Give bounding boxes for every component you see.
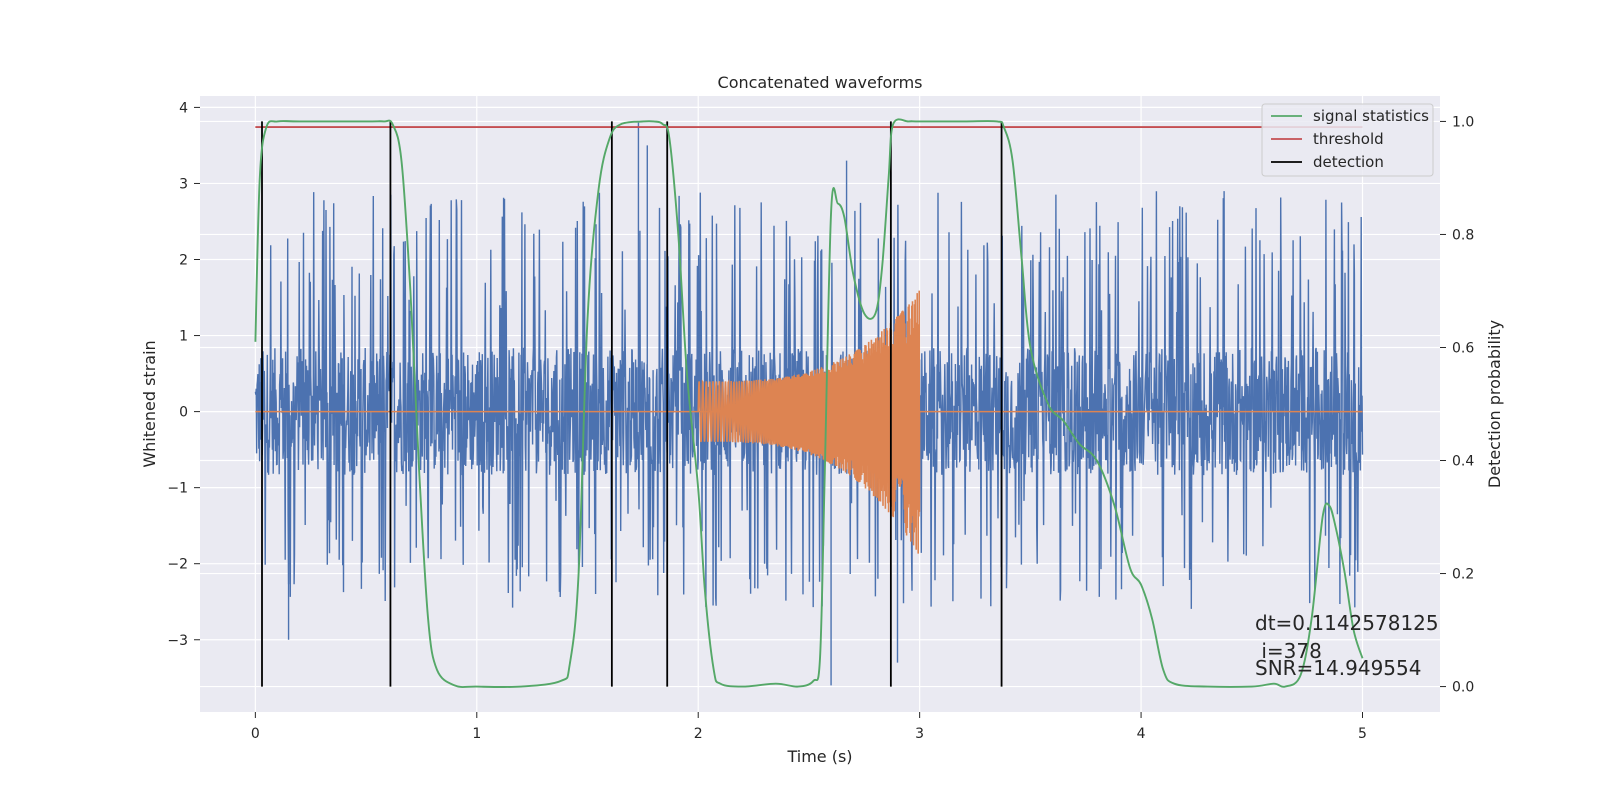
y-tick-label-right-1: 0.2 [1452,567,1474,583]
y-tick-label-right-0: 0.0 [1452,680,1474,696]
x-tick-label-2: 2 [694,726,703,742]
y-tick-label-left-6: 3 [179,176,188,192]
x-tick-label-4: 4 [1137,726,1146,742]
y-tick-label-left-1: −2 [167,557,188,573]
y-tick-label-right-2: 0.4 [1452,454,1474,470]
legend-box [1261,103,1434,177]
x-tick-label-1: 1 [472,726,481,742]
detection-series [261,121,1003,687]
signal-statistics-line [254,118,1364,688]
x-tick-label-0: 0 [251,726,260,742]
annotation-dt: dt=0.1142578125 [1255,611,1439,635]
y-axis-label-right: Detection probability [1485,320,1504,488]
annotation-snr: SNR=14.949554 [1255,656,1421,680]
y-tick-label-left-0: −3 [167,633,188,649]
y-tick-label-left-2: −1 [167,481,188,497]
y-axis-label-left: Whitened strain [140,340,159,467]
legend-label-threshold: threshold [1313,130,1384,148]
annotation-i: i=378 [1255,639,1322,663]
legend-label-detection: detection [1313,153,1384,171]
x-axis-label: Time (s) [786,747,852,766]
y-tick-label-left-5: 2 [179,253,188,269]
legend-label-signal-statistics: signal statistics [1313,107,1429,125]
y-tick-label-left-7: 4 [179,100,188,116]
chart-title: Concatenated waveforms [718,73,923,92]
signal-statistics-series [254,118,1364,688]
x-tick-label-3: 3 [915,726,924,742]
y-tick-label-right-4: 0.8 [1452,227,1474,243]
y-tick-label-right-3: 0.6 [1452,340,1474,356]
template-chirp [697,290,921,554]
legend: signal statistics threshold detection [1261,103,1434,177]
x-tick-label-5: 5 [1358,726,1367,742]
y-tick-label-left-3: 0 [179,405,188,421]
template-series [255,290,1363,554]
annotations: dt=0.1142578125 i=378 SNR=14.949554 [1255,611,1439,680]
ticks: 0 1 2 3 4 5 −3 −2 −1 0 1 2 3 4 0.0 0.2 0.4 0.6 0.8 1.0 [167,100,1474,742]
y-tick-label-right-5: 1.0 [1452,114,1474,130]
y-tick-label-left-4: 1 [179,329,188,345]
